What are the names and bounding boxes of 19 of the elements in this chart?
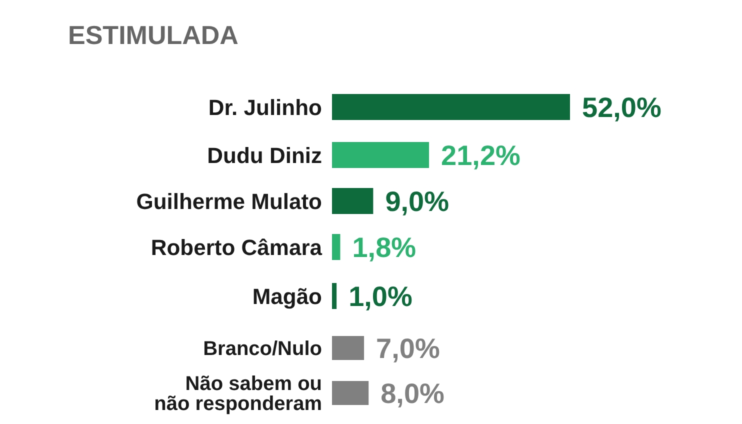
bar [332,94,570,120]
y-tick-label: Não sabem ou não responderam [154,373,322,416]
data-label: 8,0% [380,378,445,409]
data-label: 52,0% [582,92,662,123]
data-label: 7,0% [376,333,440,364]
bar [332,188,374,214]
data-label: 21,2% [441,140,521,171]
data-label: 1,8% [352,232,416,263]
y-tick-label: Guilherme Mulato [136,188,322,214]
y-tick-label: Magão [252,284,322,309]
data-label: 1,0% [348,281,412,312]
data-label: 9,0% [385,186,450,217]
y-tick-label: Branco/Nulo [203,338,322,360]
y-tick-label: Dr. Julinho [208,94,322,120]
y-tick-label: Dudu Diniz [207,142,322,168]
y-tick-label: Roberto Câmara [150,234,323,260]
bar [332,283,337,309]
chart-title: ESTIMULADA [68,20,239,50]
bar [332,142,430,168]
